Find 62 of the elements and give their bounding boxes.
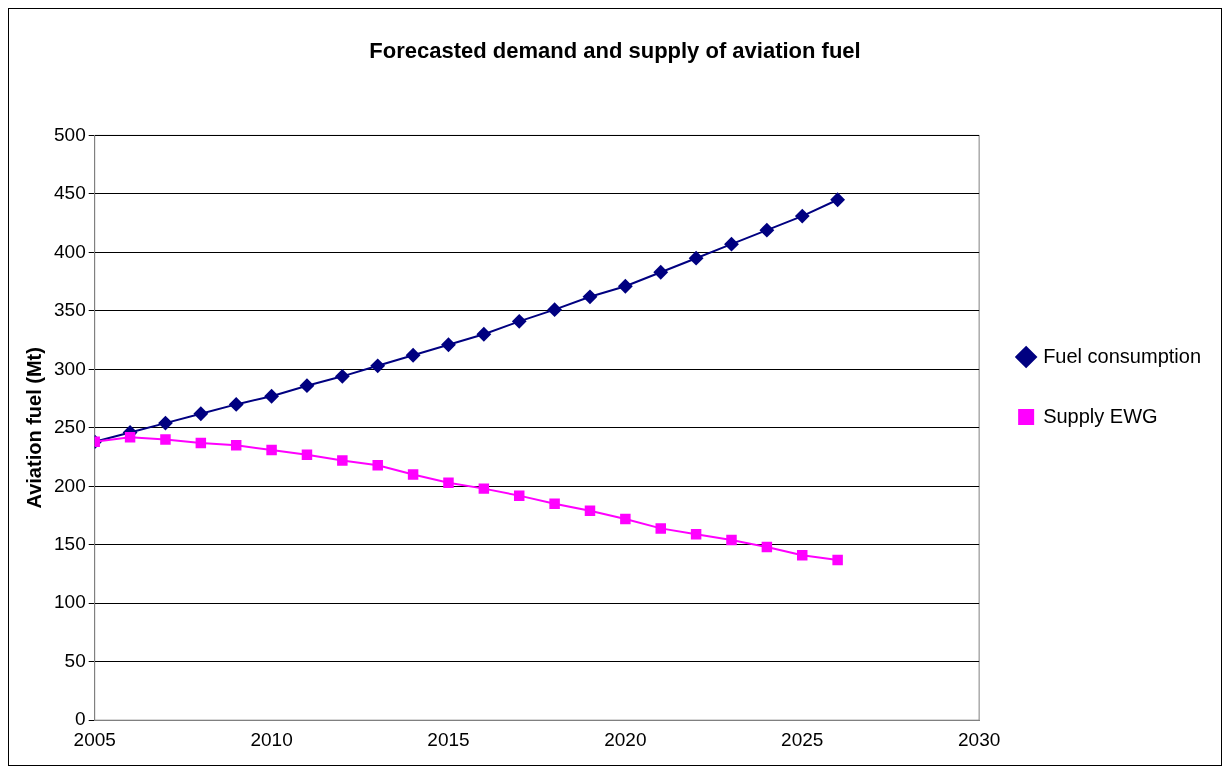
point (513, 490, 525, 501)
y-tick-label: 0 (75, 708, 86, 730)
point (443, 477, 454, 489)
point (441, 337, 456, 352)
point (689, 251, 704, 266)
point (229, 397, 244, 412)
y-tick-label: 300 (54, 357, 86, 379)
point (653, 265, 668, 280)
point (230, 440, 242, 451)
x-tick-label: 2015 (427, 728, 470, 750)
point (407, 469, 419, 480)
point (335, 369, 350, 384)
point (690, 528, 702, 540)
point (512, 314, 527, 329)
point (370, 358, 385, 373)
point (406, 348, 421, 363)
x-tick-label: 2025 (781, 728, 824, 750)
point (193, 406, 208, 421)
legend-label: Fuel consumption (1043, 344, 1202, 367)
y-tick-label: 100 (54, 591, 86, 613)
point (618, 279, 633, 294)
point (761, 541, 773, 553)
y-tick-label: 250 (54, 416, 86, 438)
y-tick-label: 500 (54, 123, 86, 145)
point (478, 483, 490, 494)
y-tick-label: 200 (54, 474, 86, 496)
point (724, 237, 739, 252)
point (759, 223, 774, 238)
y-tick-label: 350 (54, 299, 86, 321)
point (582, 289, 597, 304)
point (584, 505, 596, 517)
point (372, 459, 383, 471)
point (549, 498, 560, 510)
point (337, 455, 348, 466)
y-tick-label: 150 (54, 532, 86, 554)
x-tick-label: 2030 (958, 728, 1001, 750)
x-tick-label: 2010 (250, 728, 293, 750)
point (301, 449, 313, 460)
point (124, 431, 136, 443)
chart-title: Forecasted demand and supply of aviation fuel (369, 38, 861, 64)
point (476, 327, 491, 342)
point (726, 534, 737, 546)
point (797, 550, 808, 561)
point (547, 302, 562, 317)
point (195, 437, 207, 449)
x-tick-label: 2005 (73, 728, 116, 750)
x-tick-label: 2020 (604, 728, 647, 750)
legend-label: Supply EWG (1043, 404, 1158, 427)
point (266, 444, 277, 456)
point (264, 389, 279, 404)
point (655, 523, 666, 534)
y-tick-label: 450 (54, 182, 86, 204)
point (832, 554, 843, 566)
point (160, 434, 171, 445)
y-tick-label: 50 (64, 649, 86, 671)
point (795, 209, 810, 224)
point (299, 378, 314, 393)
point (158, 416, 173, 431)
point (830, 192, 845, 207)
y-axis-title: Aviation fuel (Mt) (22, 347, 45, 509)
point (620, 513, 631, 525)
y-tick-label: 400 (54, 240, 86, 262)
